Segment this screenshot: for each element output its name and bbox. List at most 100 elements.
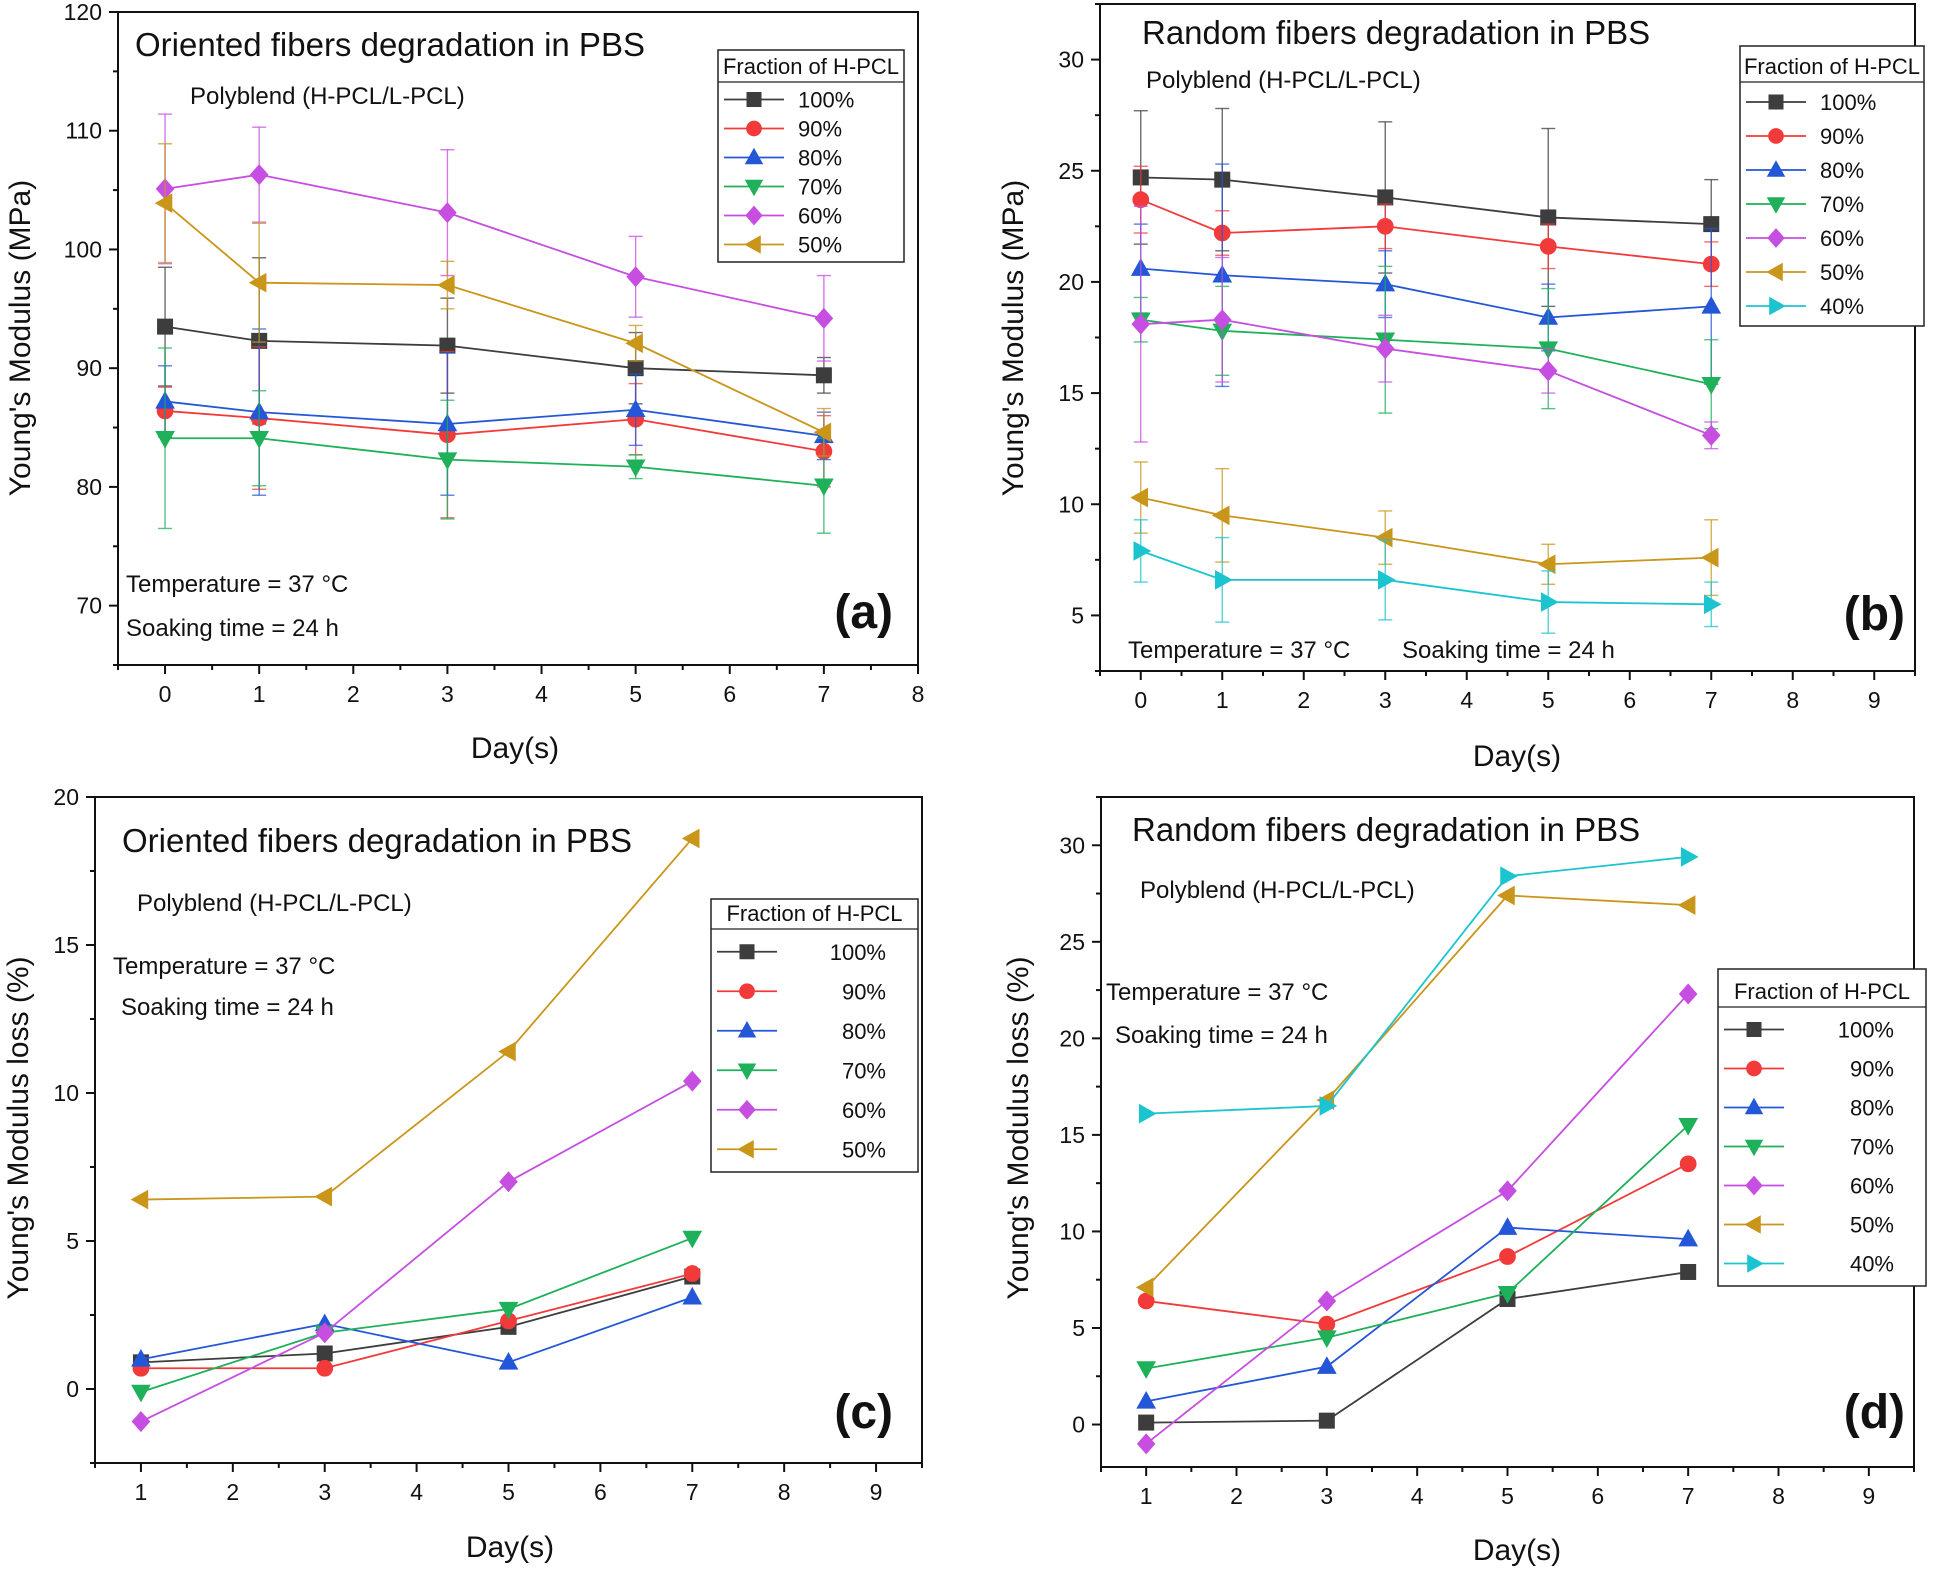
legend-marker bbox=[1744, 1215, 1761, 1234]
data-point bbox=[1133, 541, 1152, 561]
legend-marker bbox=[1744, 1139, 1764, 1157]
legend: Fraction of H-PCL 100% 90% 80% 70% 60% 50% 40% bbox=[1717, 968, 1927, 1287]
series-60pct bbox=[155, 113, 834, 362]
data-point bbox=[1317, 1290, 1337, 1312]
data-point bbox=[1704, 594, 1722, 615]
data-point bbox=[316, 1359, 334, 1377]
legend-marker bbox=[1768, 128, 1784, 144]
x-tick-label: 8 bbox=[912, 681, 925, 707]
legend-marker bbox=[1766, 262, 1783, 282]
series-50pct bbox=[154, 143, 832, 457]
data-point bbox=[1318, 1412, 1335, 1429]
data-point bbox=[1539, 237, 1557, 255]
condition-annotation: Temperature = 37 °C bbox=[1106, 979, 1328, 1006]
data-point bbox=[626, 266, 645, 288]
data-point bbox=[1540, 209, 1557, 226]
x-tick-label: 3 bbox=[1379, 687, 1392, 713]
y-tick-label: 5 bbox=[66, 1228, 79, 1254]
data-point bbox=[1500, 866, 1518, 887]
series-60pct bbox=[1136, 983, 1698, 1455]
x-tick-label: 5 bbox=[629, 681, 642, 707]
chart-subtitle: Polyblend (H-PCL/L-PCL) bbox=[1146, 67, 1421, 94]
legend-marker bbox=[744, 147, 764, 165]
x-tick-label: 3 bbox=[441, 681, 454, 707]
y-axis-label: Young's Modulus (MPa) bbox=[997, 180, 1030, 496]
data-point bbox=[1318, 1315, 1336, 1333]
x-tick-label: 8 bbox=[1786, 687, 1799, 713]
legend-item-label: 90% bbox=[798, 117, 842, 142]
series-80pct bbox=[131, 1286, 703, 1370]
legend-marker bbox=[746, 92, 762, 107]
data-point bbox=[1138, 1103, 1157, 1124]
legend-marker bbox=[1746, 1060, 1762, 1077]
series-90pct bbox=[132, 1265, 701, 1377]
series-line bbox=[1145, 993, 1689, 1445]
x-tick-label: 6 bbox=[723, 681, 736, 707]
x-axis-label: Day(s) bbox=[471, 732, 559, 765]
data-point bbox=[438, 202, 457, 224]
legend-item-label: 60% bbox=[842, 1098, 886, 1123]
y-tick-label: 25 bbox=[1059, 929, 1085, 955]
y-tick-label: 15 bbox=[1058, 380, 1084, 406]
data-point bbox=[1215, 569, 1233, 590]
legend-marker bbox=[737, 1063, 757, 1081]
y-tick-label: 5 bbox=[1071, 602, 1084, 628]
data-point bbox=[1541, 592, 1559, 612]
y-tick-label: 120 bbox=[64, 0, 102, 25]
x-tick-label: 7 bbox=[817, 681, 830, 707]
legend-title: Fraction of H-PCL bbox=[1734, 979, 1910, 1004]
chart-subtitle: Polyblend (H-PCL/L-PCL) bbox=[137, 890, 412, 917]
y-tick-label: 90 bbox=[76, 355, 102, 381]
data-point bbox=[131, 1348, 151, 1367]
data-point bbox=[131, 1411, 151, 1433]
data-point bbox=[1211, 505, 1230, 526]
legend-box bbox=[1717, 968, 1927, 1287]
series-line bbox=[1140, 318, 1712, 437]
x-axis-label: Day(s) bbox=[1473, 740, 1561, 773]
data-point bbox=[154, 193, 173, 214]
data-point bbox=[1138, 1414, 1155, 1431]
data-point bbox=[1376, 217, 1394, 235]
x-tick-label: 2 bbox=[1230, 1483, 1243, 1509]
data-point bbox=[1680, 847, 1699, 867]
data-point bbox=[1212, 309, 1232, 331]
y-axis-label: Young's Modulus loss (%) bbox=[2, 956, 35, 1299]
series-line bbox=[1146, 1163, 1689, 1326]
legend-item-label: 50% bbox=[842, 1137, 886, 1162]
x-tick-label: 0 bbox=[159, 681, 172, 707]
y-tick-label: 70 bbox=[76, 593, 102, 619]
x-tick-label: 9 bbox=[1862, 1483, 1875, 1509]
x-tick-label: 7 bbox=[1682, 1483, 1695, 1509]
legend-marker bbox=[1744, 1097, 1764, 1115]
data-point bbox=[1136, 1361, 1157, 1379]
data-point bbox=[248, 272, 267, 293]
data-point bbox=[814, 307, 834, 329]
data-point bbox=[1497, 1217, 1518, 1235]
y-tick-label: 15 bbox=[53, 932, 79, 958]
chart-title: Oriented fibers degradation in PBS bbox=[135, 26, 645, 63]
data-point bbox=[625, 333, 643, 354]
data-point bbox=[437, 275, 455, 295]
data-point bbox=[1130, 487, 1148, 508]
y-tick-label: 110 bbox=[65, 118, 102, 144]
panel-a: 0 1 2 3 4 5 6 7 8 70 80 90 100 110 120 Day(s) Young's Mo… bbox=[4, 0, 924, 765]
y-tick-label: 20 bbox=[1058, 269, 1084, 295]
legend-item-label: 100% bbox=[1838, 1018, 1894, 1043]
y-tick-label: 10 bbox=[53, 1080, 79, 1106]
legend-title: Fraction of H-PCL bbox=[726, 901, 902, 926]
legend-item-label: 90% bbox=[1850, 1057, 1894, 1082]
plot-frame bbox=[117, 11, 919, 666]
panel-label: (a) bbox=[834, 586, 893, 639]
x-tick-label: 1 bbox=[135, 1479, 148, 1505]
x-axis-label: Day(s) bbox=[1473, 1534, 1561, 1567]
data-point bbox=[813, 422, 832, 443]
legend-item-label: 80% bbox=[1820, 158, 1864, 183]
condition-annotation: Soaking time = 24 h bbox=[1402, 637, 1615, 664]
chart-subtitle: Polyblend (H-PCL/L-PCL) bbox=[1140, 877, 1415, 904]
legend-item-label: 100% bbox=[1820, 90, 1876, 115]
data-point bbox=[1538, 360, 1558, 382]
series-60pct bbox=[131, 1070, 702, 1433]
series-line bbox=[140, 1080, 693, 1423]
data-point bbox=[155, 430, 175, 449]
data-point bbox=[131, 1384, 151, 1403]
